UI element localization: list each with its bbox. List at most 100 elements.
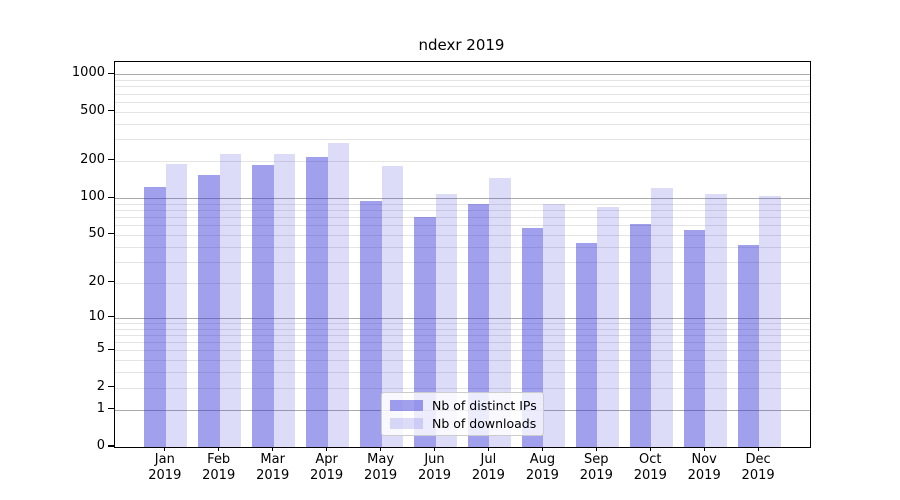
bar-downloads bbox=[543, 204, 565, 447]
legend-label-downloads: Nb of downloads bbox=[432, 415, 537, 431]
bar-distinct-ips bbox=[629, 223, 652, 447]
x-tick-label: Feb 2019 bbox=[202, 452, 236, 483]
y-tick-label: 5 bbox=[96, 341, 105, 357]
bar-downloads bbox=[273, 154, 296, 447]
bar-distinct-ips bbox=[144, 187, 166, 447]
y-tick-label: 100 bbox=[80, 189, 105, 205]
x-tick-mark bbox=[218, 447, 220, 451]
y-tick-mark bbox=[108, 159, 114, 161]
gridline-minor bbox=[115, 350, 810, 352]
plot-area: Nb of distinct IPs Nb of downloads bbox=[114, 61, 811, 448]
y-tick-label: 20 bbox=[88, 273, 105, 289]
gridline-minor bbox=[115, 111, 810, 113]
x-tick-mark bbox=[703, 447, 705, 451]
chart-title: ndexr 2019 bbox=[418, 36, 505, 54]
x-tick-label: Nov 2019 bbox=[687, 452, 721, 483]
bar-downloads bbox=[651, 187, 673, 447]
bar-distinct-ips bbox=[360, 200, 382, 447]
gridline-minor bbox=[115, 328, 810, 330]
y-tick-mark bbox=[108, 386, 114, 388]
x-tick-mark bbox=[649, 447, 651, 451]
y-tick-mark bbox=[108, 348, 114, 350]
x-tick-mark bbox=[433, 447, 436, 451]
x-tick-mark bbox=[595, 447, 597, 451]
x-tick-mark bbox=[164, 447, 166, 451]
bar-distinct-ips bbox=[306, 156, 328, 447]
gridline-minor bbox=[115, 210, 810, 211]
bar-downloads bbox=[435, 193, 457, 447]
gridline-minor bbox=[115, 217, 810, 219]
gridline-minor bbox=[115, 246, 810, 248]
gridline-minor bbox=[115, 261, 810, 263]
gridline-minor bbox=[115, 101, 810, 103]
x-tick-label: Mar 2019 bbox=[256, 452, 290, 483]
gridline-minor bbox=[115, 334, 810, 336]
x-tick-label: Sep 2019 bbox=[579, 452, 613, 483]
x-tick-label: Apr 2019 bbox=[310, 452, 344, 483]
gridline-minor bbox=[115, 80, 810, 81]
y-tick-label: 200 bbox=[80, 151, 105, 167]
y-tick-mark bbox=[108, 316, 114, 318]
y-tick-mark bbox=[108, 196, 114, 198]
gridline-minor bbox=[115, 372, 810, 374]
gridline-minor bbox=[115, 322, 810, 324]
gridline-minor bbox=[115, 86, 810, 88]
x-tick-label: Jul 2019 bbox=[471, 452, 505, 483]
bar-downloads bbox=[165, 164, 188, 447]
legend-swatch-distinct-ips bbox=[390, 399, 423, 411]
y-tick-mark bbox=[108, 445, 114, 447]
x-tick-label: Jun 2019 bbox=[417, 452, 452, 483]
gridline-minor bbox=[115, 139, 810, 141]
y-tick-mark bbox=[108, 281, 114, 283]
legend-swatch-downloads bbox=[390, 417, 423, 429]
gridline-major bbox=[115, 317, 810, 319]
legend-label-distinct-ips: Nb of distinct IPs bbox=[432, 397, 537, 413]
x-tick-label: Dec 2019 bbox=[741, 452, 775, 483]
y-tick-mark bbox=[108, 110, 114, 112]
gridline-minor bbox=[115, 234, 810, 236]
gridline-minor bbox=[115, 360, 810, 362]
bar-downloads bbox=[381, 165, 404, 447]
x-tick-label: Aug 2019 bbox=[525, 452, 559, 483]
y-tick-label: 10 bbox=[88, 308, 105, 324]
bar-distinct-ips bbox=[414, 217, 436, 447]
x-tick-label: Oct 2019 bbox=[633, 452, 667, 483]
gridline-minor bbox=[115, 203, 810, 205]
y-tick-label: 0 bbox=[96, 438, 105, 453]
legend-entry-distinct-ips: Nb of distinct IPs bbox=[390, 397, 537, 413]
y-tick-label: 50 bbox=[88, 225, 105, 241]
y-tick-label: 500 bbox=[80, 102, 105, 118]
gridline-minor bbox=[115, 123, 810, 125]
y-tick-mark bbox=[108, 233, 114, 235]
gridline-minor bbox=[115, 282, 810, 284]
gridline-major bbox=[115, 198, 810, 200]
x-tick-mark bbox=[272, 447, 274, 451]
bar-distinct-ips bbox=[198, 175, 220, 447]
x-tick-mark bbox=[541, 447, 543, 451]
bar-downloads bbox=[597, 207, 619, 447]
gridline-minor bbox=[115, 160, 810, 162]
y-tick-label: 2 bbox=[96, 378, 105, 394]
gridline-minor bbox=[115, 387, 810, 389]
x-tick-mark bbox=[380, 447, 382, 451]
bar-distinct-ips bbox=[467, 203, 490, 447]
y-tick-label: 1 bbox=[96, 400, 105, 416]
bar-downloads bbox=[759, 195, 781, 447]
legend: Nb of distinct IPs Nb of downloads bbox=[381, 392, 544, 436]
gridline-minor bbox=[115, 342, 810, 343]
gridline-major bbox=[115, 74, 810, 76]
y-tick-mark bbox=[108, 72, 114, 74]
bar-downloads bbox=[705, 194, 727, 447]
bar-downloads bbox=[327, 142, 350, 447]
x-tick-mark bbox=[326, 447, 328, 451]
y-tick-label: 1000 bbox=[71, 65, 105, 81]
x-tick-mark bbox=[757, 447, 759, 451]
x-tick-mark bbox=[487, 447, 489, 451]
bar-downloads bbox=[219, 153, 242, 447]
y-tick-mark bbox=[108, 408, 114, 410]
bar-distinct-ips bbox=[575, 242, 598, 447]
x-tick-label: Jan 2019 bbox=[148, 452, 182, 483]
gridline-minor bbox=[115, 225, 810, 227]
bar-distinct-ips bbox=[683, 229, 706, 447]
